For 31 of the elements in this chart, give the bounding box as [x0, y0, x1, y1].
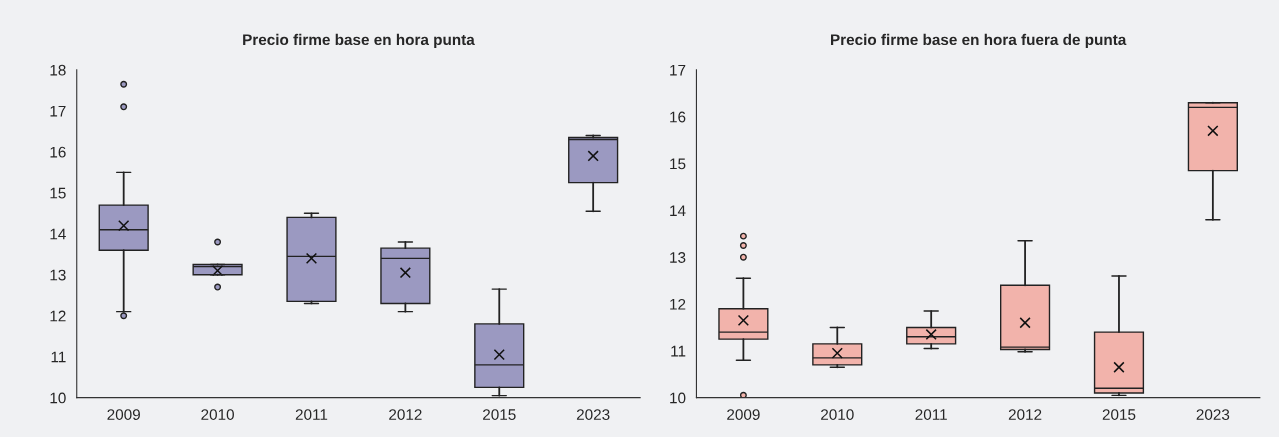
chart-title: Precio firme base en hora fuera de punta [831, 33, 1127, 49]
x-tick-label: 2010 [821, 409, 854, 420]
y-tick-label: 16 [670, 111, 686, 123]
y-tick-label: 17 [670, 64, 686, 76]
y-tick-label: 11 [671, 345, 686, 357]
y-tick-label: 15 [50, 187, 66, 199]
chart-title: Precio firme base en hora punta [243, 33, 475, 49]
x-tick-label: 2012 [389, 409, 422, 420]
x-tick-label: 2012 [1008, 409, 1042, 420]
y-tick-label: 11 [51, 351, 66, 363]
x-tick-label: 2015 [483, 409, 516, 420]
x-tick-label: 2023 [1196, 409, 1230, 420]
x-tick-label: 2009 [107, 409, 140, 420]
x-tick-label: 2010 [201, 409, 234, 420]
x-tick-label: 2009 [727, 409, 760, 420]
y-tick-label: 13 [50, 269, 66, 281]
y-tick-label: 14 [670, 205, 686, 216]
y-tick-label: 13 [670, 252, 686, 263]
y-tick-label: 12 [50, 310, 66, 322]
y-tick-label: 15 [670, 158, 686, 170]
y-tick-label: 14 [50, 228, 66, 240]
y-tick-label: 12 [670, 298, 686, 310]
x-tick-label: 2011 [915, 409, 947, 420]
y-tick-label: 16 [50, 146, 66, 158]
x-tick-label: 2011 [295, 409, 328, 420]
x-tick-label: 2015 [1102, 409, 1136, 420]
x-tick-label: 2023 [576, 409, 610, 420]
y-tick-label: 10 [50, 392, 66, 404]
y-tick-label: 17 [50, 105, 66, 117]
y-tick-label: 18 [50, 64, 66, 76]
y-tick-label: 10 [670, 392, 686, 404]
